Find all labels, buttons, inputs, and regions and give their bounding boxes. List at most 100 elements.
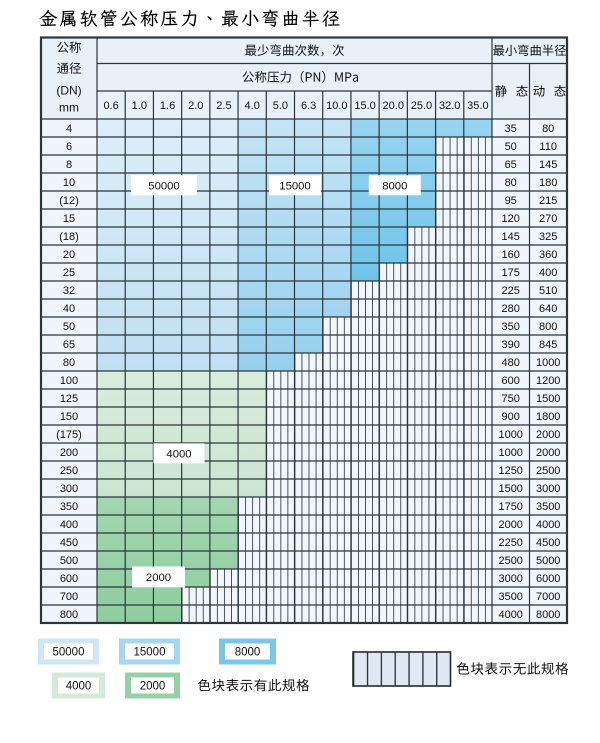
svg-text:1500: 1500 bbox=[536, 393, 560, 405]
svg-text:280: 280 bbox=[502, 303, 520, 315]
svg-text:mm: mm bbox=[59, 101, 79, 115]
svg-text:1250: 1250 bbox=[498, 465, 522, 477]
svg-text:4000: 4000 bbox=[536, 519, 560, 531]
svg-text:750: 750 bbox=[502, 393, 520, 405]
svg-text:2000: 2000 bbox=[146, 572, 171, 584]
svg-text:145: 145 bbox=[502, 231, 520, 243]
svg-text:225: 225 bbox=[502, 285, 520, 297]
svg-text:510: 510 bbox=[539, 285, 557, 297]
svg-text:400: 400 bbox=[539, 267, 557, 279]
svg-text:65: 65 bbox=[505, 159, 517, 171]
svg-text:500: 500 bbox=[60, 555, 78, 567]
svg-text:4: 4 bbox=[66, 123, 72, 135]
svg-text:2000: 2000 bbox=[536, 447, 560, 459]
svg-text:450: 450 bbox=[60, 537, 78, 549]
svg-text:480: 480 bbox=[502, 357, 520, 369]
svg-text:50000: 50000 bbox=[148, 180, 179, 192]
svg-text:7000: 7000 bbox=[536, 591, 560, 603]
svg-text:50000: 50000 bbox=[53, 647, 85, 659]
svg-text:2.5: 2.5 bbox=[216, 100, 231, 112]
svg-text:3000: 3000 bbox=[536, 483, 560, 495]
svg-text:10: 10 bbox=[63, 177, 75, 189]
svg-text:145: 145 bbox=[539, 159, 557, 171]
svg-text:800: 800 bbox=[60, 609, 78, 621]
svg-text:4000: 4000 bbox=[66, 681, 92, 693]
svg-text:6: 6 bbox=[66, 141, 72, 153]
svg-text:40: 40 bbox=[63, 303, 75, 315]
svg-text:250: 250 bbox=[60, 465, 78, 477]
svg-text:325: 325 bbox=[539, 231, 557, 243]
svg-text:20: 20 bbox=[63, 249, 75, 261]
svg-text:1000: 1000 bbox=[498, 447, 522, 459]
svg-text:(175): (175) bbox=[56, 429, 82, 441]
svg-text:5000: 5000 bbox=[536, 555, 560, 567]
svg-text:640: 640 bbox=[539, 303, 557, 315]
svg-text:6.3: 6.3 bbox=[301, 100, 316, 112]
svg-text:35: 35 bbox=[505, 123, 517, 135]
svg-text:800: 800 bbox=[539, 321, 557, 333]
svg-text:2000: 2000 bbox=[536, 429, 560, 441]
svg-text:15000: 15000 bbox=[134, 647, 166, 659]
svg-text:1000: 1000 bbox=[498, 429, 522, 441]
svg-text:32: 32 bbox=[63, 285, 75, 297]
svg-text:900: 900 bbox=[502, 411, 520, 423]
svg-text:215: 215 bbox=[539, 195, 557, 207]
svg-text:80: 80 bbox=[542, 123, 554, 135]
svg-text:3500: 3500 bbox=[536, 501, 560, 513]
svg-text:15.0: 15.0 bbox=[354, 100, 375, 112]
svg-text:100: 100 bbox=[60, 375, 78, 387]
svg-text:390: 390 bbox=[502, 339, 520, 351]
svg-text:80: 80 bbox=[63, 357, 75, 369]
svg-text:15000: 15000 bbox=[279, 180, 310, 192]
svg-text:200: 200 bbox=[60, 447, 78, 459]
svg-text:2500: 2500 bbox=[498, 555, 522, 567]
svg-text:700: 700 bbox=[60, 591, 78, 603]
svg-text:10.0: 10.0 bbox=[326, 100, 347, 112]
svg-text:95: 95 bbox=[505, 195, 517, 207]
svg-text:32.0: 32.0 bbox=[439, 100, 460, 112]
svg-text:3000: 3000 bbox=[498, 573, 522, 585]
svg-text:0.6: 0.6 bbox=[103, 100, 118, 112]
svg-text:175: 175 bbox=[502, 267, 520, 279]
svg-text:20.0: 20.0 bbox=[383, 100, 404, 112]
svg-text:2000: 2000 bbox=[140, 681, 166, 693]
svg-text:1000: 1000 bbox=[536, 357, 560, 369]
svg-text:50: 50 bbox=[505, 141, 517, 153]
svg-text:600: 600 bbox=[60, 573, 78, 585]
svg-text:2.0: 2.0 bbox=[188, 100, 203, 112]
svg-text:4000: 4000 bbox=[498, 609, 522, 621]
svg-text:1800: 1800 bbox=[536, 411, 560, 423]
svg-text:350: 350 bbox=[60, 501, 78, 513]
svg-text:6000: 6000 bbox=[536, 573, 560, 585]
svg-text:600: 600 bbox=[502, 375, 520, 387]
svg-text:300: 300 bbox=[60, 483, 78, 495]
svg-text:8000: 8000 bbox=[536, 609, 560, 621]
svg-text:1750: 1750 bbox=[498, 501, 522, 513]
svg-text:50: 50 bbox=[63, 321, 75, 333]
svg-text:25.0: 25.0 bbox=[411, 100, 432, 112]
svg-text:1500: 1500 bbox=[498, 483, 522, 495]
svg-text:120: 120 bbox=[502, 213, 520, 225]
svg-text:350: 350 bbox=[502, 321, 520, 333]
svg-text:8000: 8000 bbox=[382, 180, 407, 192]
svg-text:110: 110 bbox=[539, 141, 557, 153]
svg-text:400: 400 bbox=[60, 519, 78, 531]
svg-text:4500: 4500 bbox=[536, 537, 560, 549]
svg-text:845: 845 bbox=[539, 339, 557, 351]
svg-text:1.0: 1.0 bbox=[132, 100, 147, 112]
svg-text:4000: 4000 bbox=[166, 448, 191, 460]
svg-text:80: 80 bbox=[505, 177, 517, 189]
svg-text:65: 65 bbox=[63, 339, 75, 351]
svg-text:180: 180 bbox=[539, 177, 557, 189]
svg-text:(12): (12) bbox=[59, 195, 79, 207]
svg-text:8000: 8000 bbox=[235, 647, 261, 659]
svg-text:35.0: 35.0 bbox=[467, 100, 488, 112]
svg-text:4.0: 4.0 bbox=[245, 100, 260, 112]
svg-text:360: 360 bbox=[539, 249, 557, 261]
svg-text:3500: 3500 bbox=[498, 591, 522, 603]
svg-text:25: 25 bbox=[63, 267, 75, 279]
svg-text:2000: 2000 bbox=[498, 519, 522, 531]
svg-text:(DN): (DN) bbox=[56, 84, 81, 98]
svg-text:150: 150 bbox=[60, 411, 78, 423]
svg-text:270: 270 bbox=[539, 213, 557, 225]
